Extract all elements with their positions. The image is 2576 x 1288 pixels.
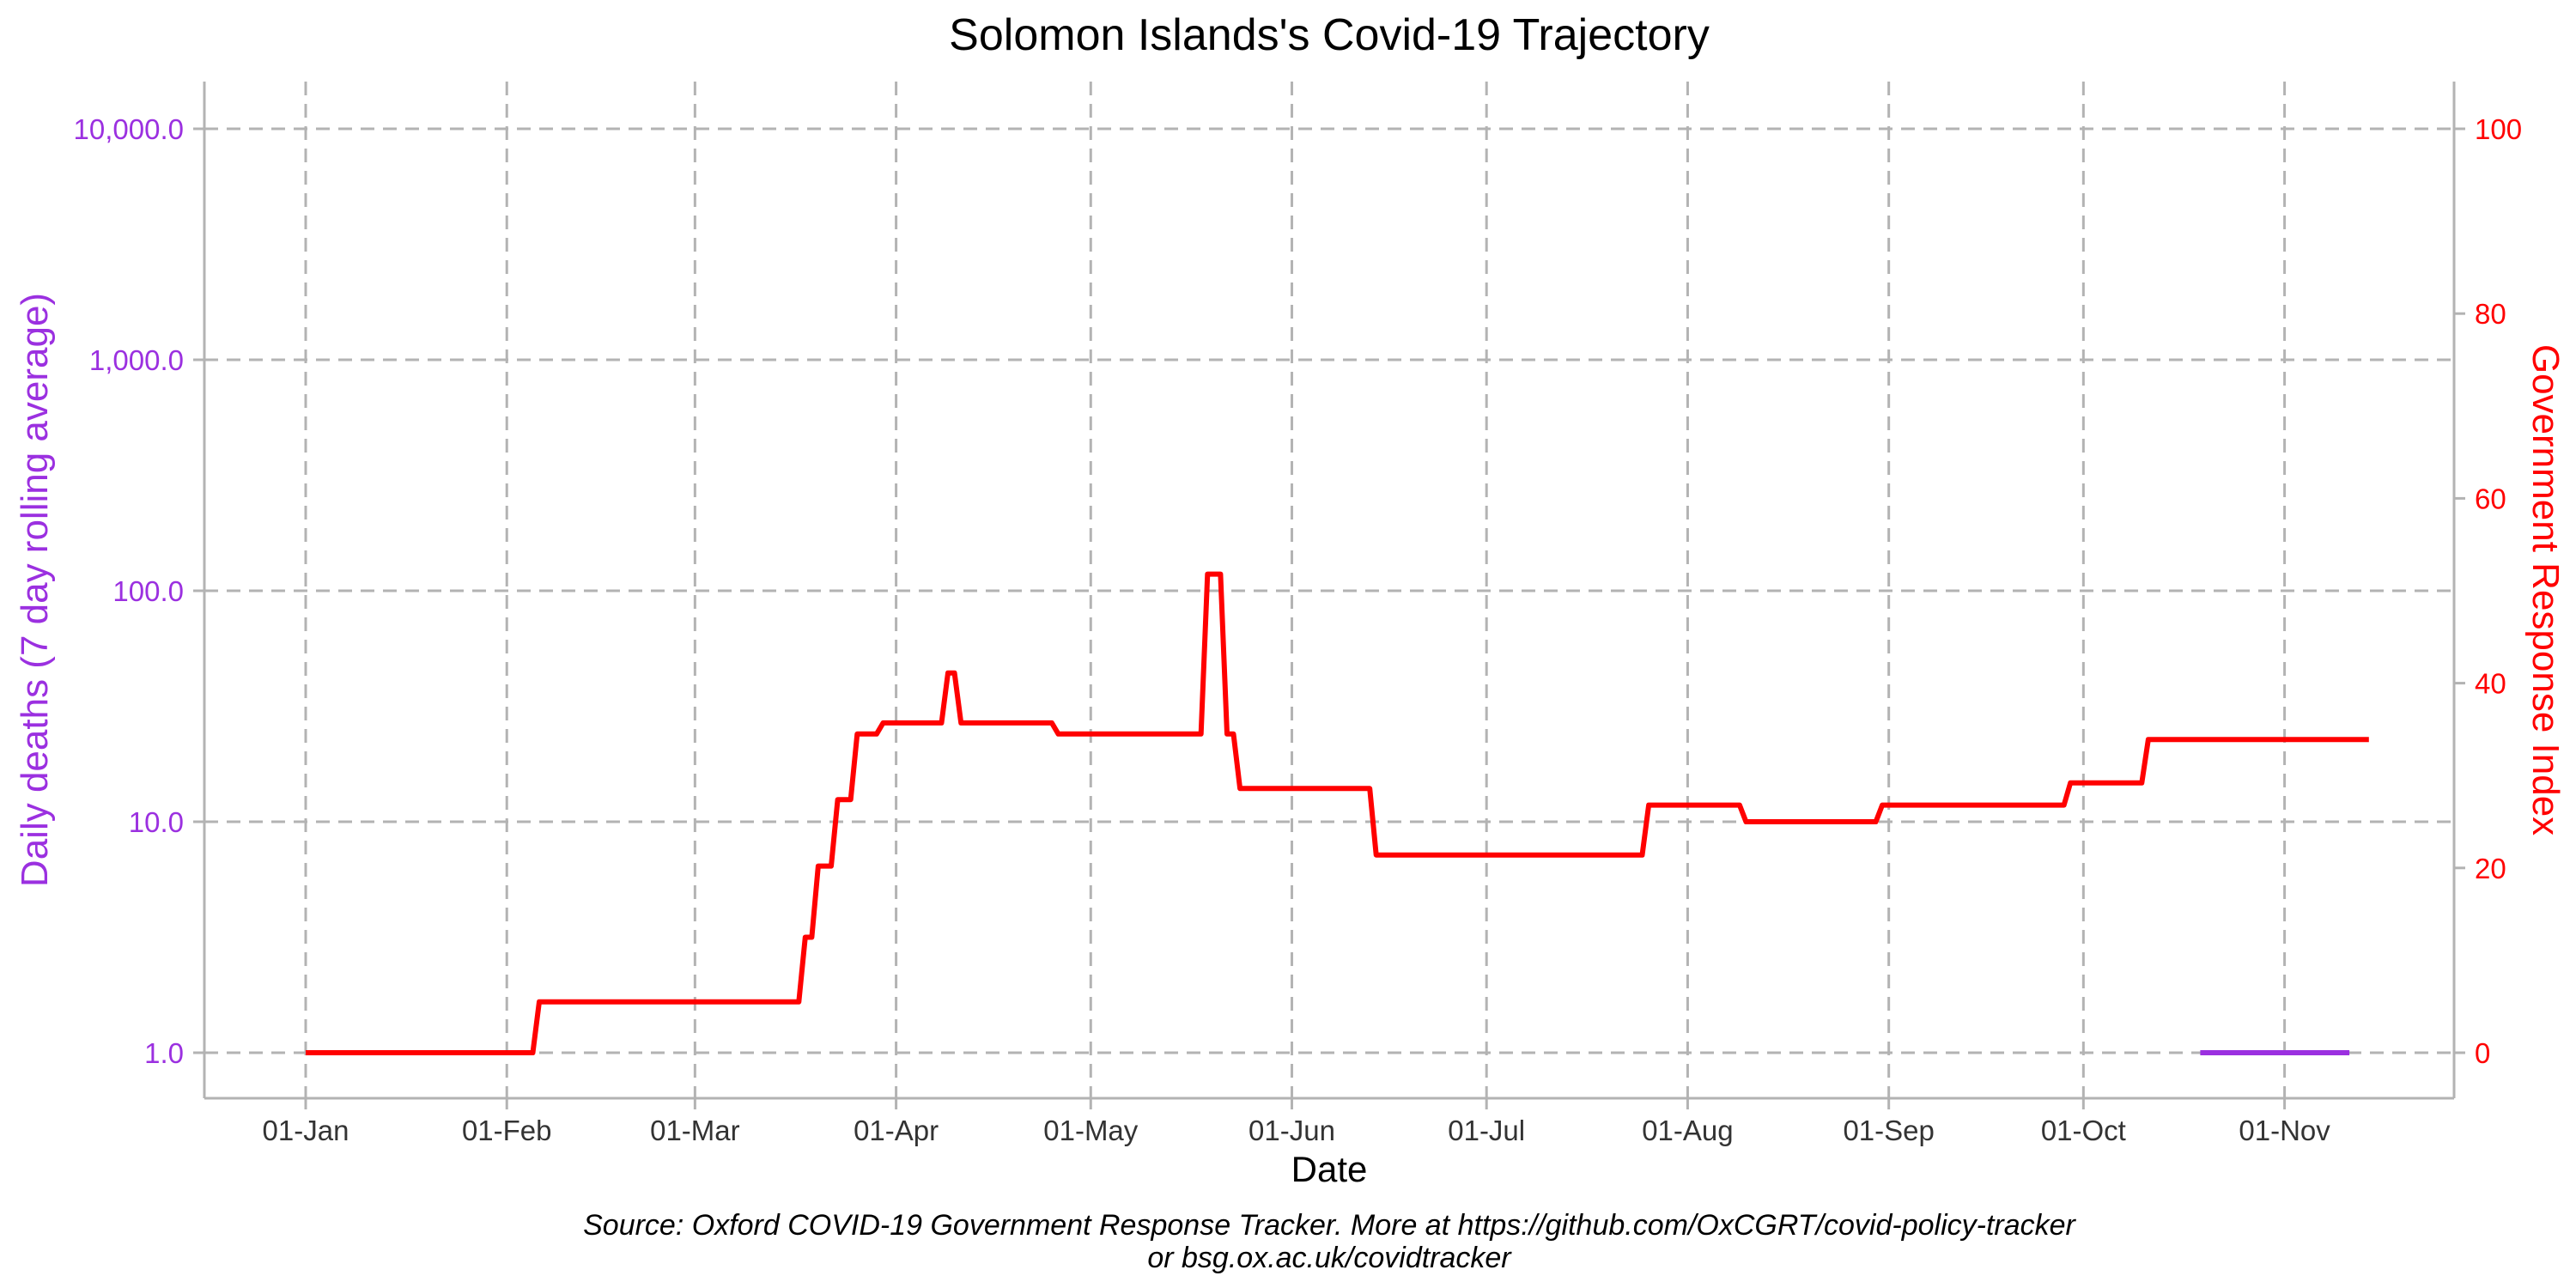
series-group bbox=[306, 571, 2369, 1055]
x-tick-label: 01-Feb bbox=[462, 1115, 552, 1146]
left-tick-label: 10.0 bbox=[129, 806, 184, 838]
x-tick-label: 01-Jul bbox=[1448, 1115, 1525, 1146]
left-tick-label: 1,000.0 bbox=[89, 344, 184, 376]
x-tick-label: 01-Aug bbox=[1642, 1115, 1733, 1146]
x-tick-label: 01-Jun bbox=[1249, 1115, 1335, 1146]
chart-title: Solomon Islands's Covid-19 Trajectory bbox=[949, 10, 1710, 60]
left-axis-ticks: 1.0 10.0 100.0 1,000.0 10,000.0 bbox=[74, 113, 204, 1069]
right-tick-label: 40 bbox=[2475, 668, 2506, 700]
x-tick-label: 01-Apr bbox=[854, 1115, 939, 1146]
left-tick-label: 100.0 bbox=[112, 575, 184, 607]
right-tick-label: 100 bbox=[2475, 113, 2522, 145]
left-tick-label: 1.0 bbox=[144, 1037, 184, 1069]
x-tick-label: 01-Nov bbox=[2239, 1115, 2330, 1146]
x-tick-label: 01-Sep bbox=[1843, 1115, 1934, 1146]
series-line-response-index bbox=[306, 571, 2369, 1055]
left-axis-title: Daily deaths (7 day rolling average) bbox=[14, 293, 56, 887]
right-tick-label: 20 bbox=[2475, 853, 2506, 884]
grid-y bbox=[204, 127, 2454, 1054]
right-tick-label: 80 bbox=[2475, 298, 2506, 330]
source-caption-line-2: or bsg.ox.ac.uk/covidtracker bbox=[1147, 1242, 1512, 1274]
source-caption-line-1: Source: Oxford COVID-19 Government Respo… bbox=[583, 1209, 2076, 1242]
x-tick-label: 01-May bbox=[1043, 1115, 1139, 1146]
right-tick-label: 60 bbox=[2475, 483, 2506, 514]
left-tick-label: 10,000.0 bbox=[74, 113, 184, 145]
x-tick-label: 01-Jan bbox=[263, 1115, 349, 1146]
right-axis-title: Government Response Index bbox=[2524, 344, 2567, 835]
x-axis-ticks: 01-Jan 01-Feb 01-Mar 01-Apr 01-May 01-Jun 01-J… bbox=[263, 1098, 2330, 1146]
x-axis-title: Date bbox=[1291, 1149, 1368, 1189]
right-axis-ticks: 0 20 40 60 80 100 bbox=[2454, 113, 2522, 1069]
x-tick-label: 01-Mar bbox=[650, 1115, 740, 1146]
right-tick-label: 0 bbox=[2475, 1037, 2490, 1069]
x-tick-label: 01-Oct bbox=[2041, 1115, 2126, 1146]
grid-x bbox=[304, 82, 2287, 1098]
